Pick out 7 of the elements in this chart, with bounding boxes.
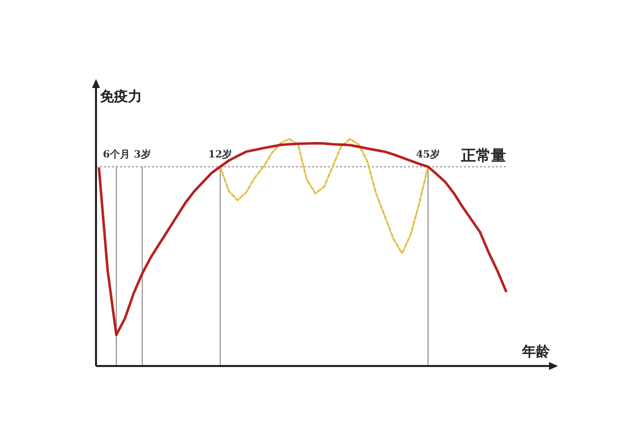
y-axis-title: 免疫力: [99, 88, 142, 105]
ref-line-label: 正常量: [460, 146, 506, 165]
x-tick-label: 3岁: [134, 148, 151, 161]
x-tick-label: 6个月: [102, 148, 130, 161]
x-tick-label: 12岁: [208, 148, 232, 161]
x-tick-label: 45岁: [416, 148, 440, 161]
x-axis-title: 年龄: [521, 344, 551, 360]
